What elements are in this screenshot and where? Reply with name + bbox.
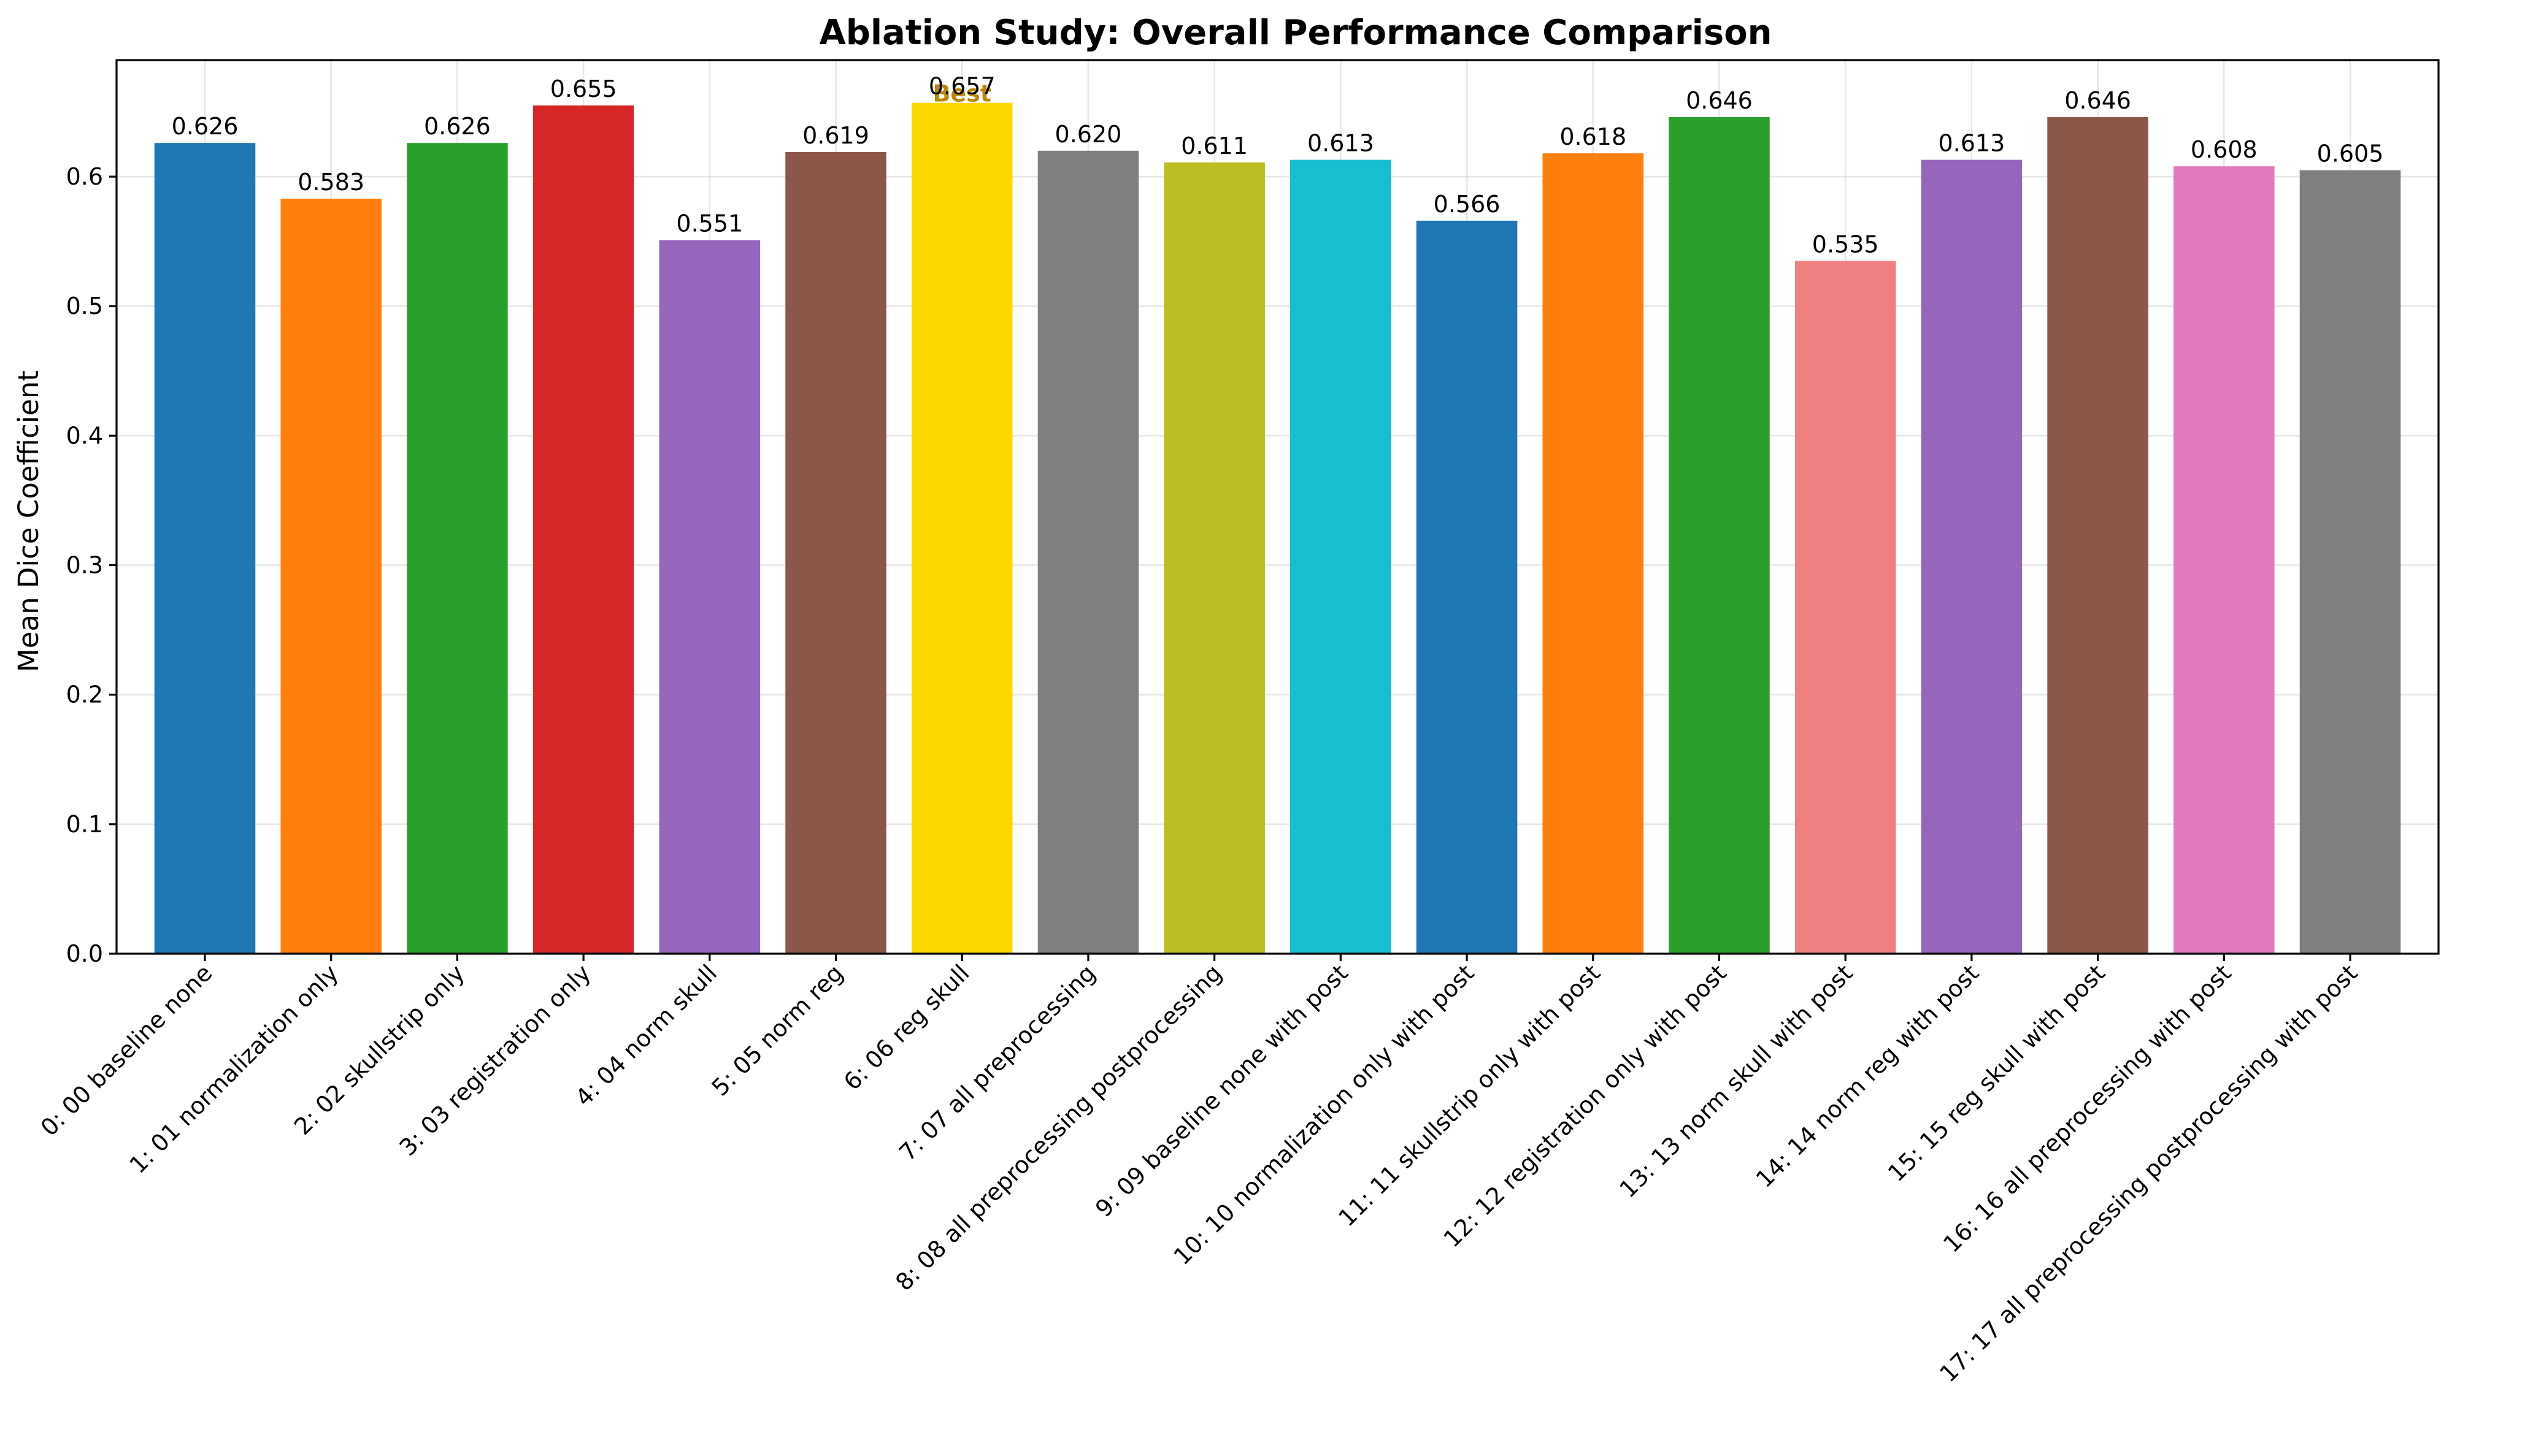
data-label: 0.655 <box>550 75 617 102</box>
bar <box>1794 261 1896 954</box>
bar <box>407 143 508 954</box>
data-label: 0.618 <box>1559 123 1626 150</box>
data-label: 0.583 <box>298 169 364 196</box>
data-label: 0.646 <box>2064 87 2131 114</box>
data-label: 0.566 <box>1434 191 1501 218</box>
y-tick-label: 0.6 <box>66 163 103 190</box>
bar <box>2047 117 2148 954</box>
y-axis-label: Mean Dice Coefficient <box>12 370 45 672</box>
bar <box>154 143 256 954</box>
data-label: 0.657 <box>929 73 996 100</box>
bar <box>785 151 886 954</box>
y-tick-label: 0.2 <box>66 681 103 708</box>
y-tick-label: 0.0 <box>66 940 103 967</box>
bars-layer <box>154 102 2401 954</box>
bar <box>1164 162 1265 954</box>
bar <box>532 105 634 954</box>
data-label: 0.608 <box>2191 136 2258 163</box>
bar <box>1416 220 1518 954</box>
data-label: 0.646 <box>1686 87 1753 114</box>
data-label: 0.551 <box>676 210 743 237</box>
y-tick-label: 0.3 <box>66 552 103 579</box>
bar <box>280 198 382 954</box>
data-label: 0.626 <box>424 113 491 140</box>
data-label: 0.613 <box>1307 130 1374 157</box>
bar <box>2299 170 2401 954</box>
bar <box>1542 153 1644 954</box>
data-label: 0.613 <box>1938 130 2005 157</box>
bar <box>2174 166 2275 954</box>
data-label: 0.626 <box>172 113 239 140</box>
y-axis-ticks: 0.0 0.1 0.2 0.3 0.4 0.5 0.6 <box>66 163 117 967</box>
data-label: 0.605 <box>2317 140 2384 167</box>
data-label: 0.535 <box>1812 231 1879 258</box>
bar <box>659 240 761 954</box>
chart-title: Ablation Study: Overall Performance Comp… <box>819 13 1772 53</box>
data-label: 0.611 <box>1181 132 1248 159</box>
y-tick-label: 0.4 <box>66 422 103 449</box>
y-tick-label: 0.1 <box>66 811 103 838</box>
bar <box>1290 159 1391 954</box>
y-tick-label: 0.5 <box>66 293 103 320</box>
data-labels-layer: Best 0.626 0.583 0.626 0.655 0.551 0.619 0.657 0… <box>172 73 2384 258</box>
data-label: 0.620 <box>1055 121 1122 148</box>
bar <box>1669 117 1770 954</box>
bar <box>1921 159 2023 954</box>
best-annotation: Best <box>932 80 991 107</box>
bar <box>1037 150 1139 954</box>
plot-area-frame <box>115 59 2440 955</box>
bar <box>911 102 1013 954</box>
data-label: 0.619 <box>802 122 869 149</box>
